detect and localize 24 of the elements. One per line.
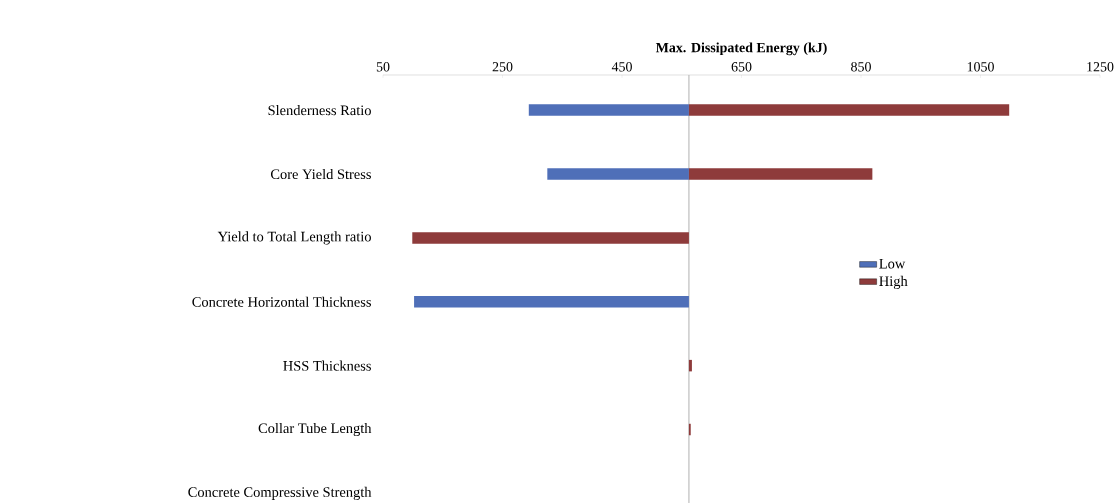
bar (412, 232, 689, 244)
y-tick-label: Yield to Total Length ratio (217, 231, 371, 245)
bar (414, 296, 689, 308)
x-tick-label: 650 (731, 62, 752, 72)
y-tick-label: Slenderness Ratio (268, 105, 371, 116)
bar (528, 104, 689, 116)
y-tick-label: Concrete Compressive Strength (188, 486, 372, 500)
legend-label: Low (879, 258, 906, 269)
legend-label: High (879, 275, 908, 290)
x-tick-label: 450 (611, 62, 632, 72)
bar (688, 104, 1010, 116)
y-tick-label: Core Yield Stress (270, 168, 371, 180)
x-tick-label: 850 (851, 62, 871, 72)
y-tick-label: Concrete Horizontal Thickness (192, 296, 371, 307)
y-tick-label: Collar Tube Length (258, 422, 372, 437)
x-tick-label: 50 (376, 62, 390, 72)
bar (688, 359, 692, 372)
x-tick-label: 1050 (967, 62, 994, 72)
x-tick-label: 1250 (1087, 62, 1114, 72)
bar (688, 168, 873, 180)
bar (547, 168, 689, 180)
x-axis-title: Max. Dissipated Energy (kJ) (655, 42, 827, 56)
y-tick-label: HSS Thickness (283, 360, 371, 371)
x-tick-label: 250 (492, 62, 513, 72)
